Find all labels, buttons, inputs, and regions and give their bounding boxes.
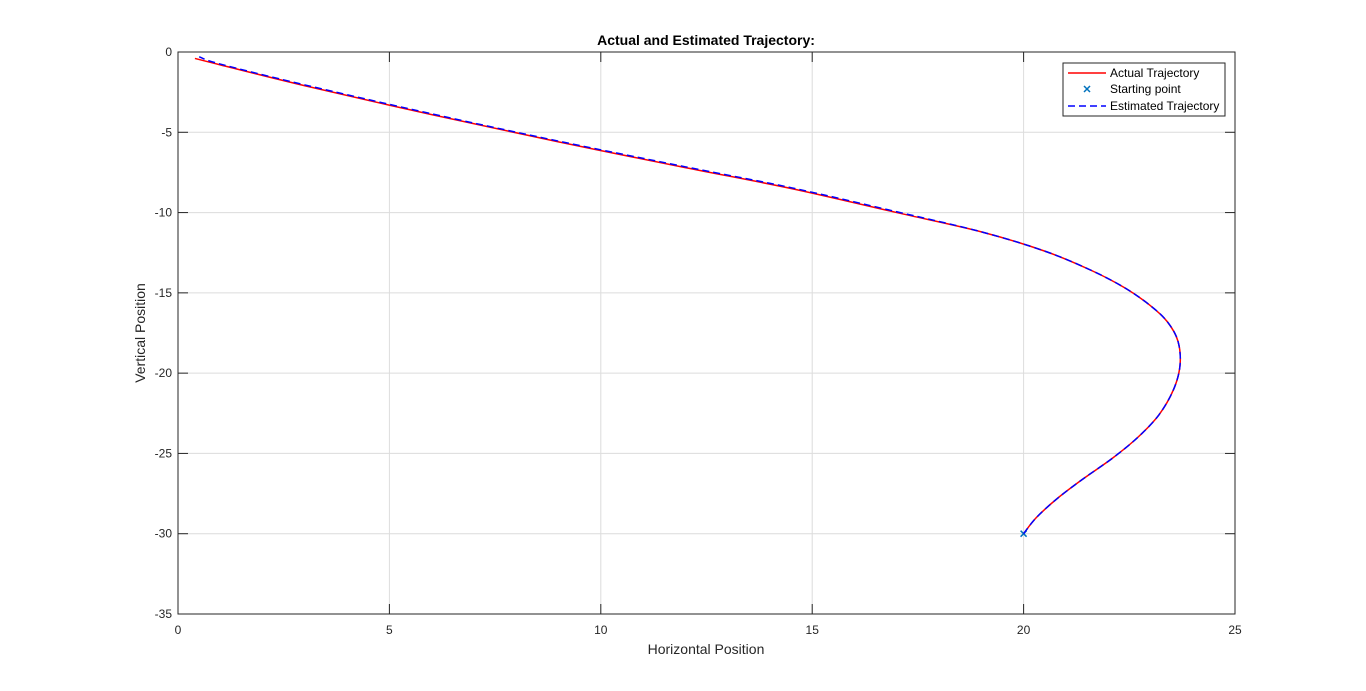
legend-entry-start: Starting point [1110, 82, 1181, 96]
plot-area-box [177, 51, 1236, 615]
axis-ticks: 0 5 10 15 20 25 0 -5 -10 -15 -20 -25 -30 -35 [155, 45, 1242, 637]
x-tick-label: 10 [594, 623, 608, 637]
y-tick-label: -25 [155, 446, 173, 460]
estimated-trajectory-line [198, 56, 1182, 535]
x-axis-label: Horizontal Position [648, 641, 765, 657]
y-tick-label: -35 [155, 607, 173, 621]
x-tick-label: 15 [806, 623, 820, 637]
y-axis-label: Vertical Position [132, 283, 148, 383]
x-tick-label: 5 [386, 623, 393, 637]
legend-entry-estimated: Estimated Trajectory [1110, 99, 1219, 113]
y-tick-label: -30 [155, 527, 173, 541]
legend-entry-actual: Actual Trajectory [1110, 66, 1199, 80]
y-tick-label: -10 [155, 206, 173, 220]
y-tick-label: -20 [155, 366, 173, 380]
x-tick-label: 20 [1017, 623, 1031, 637]
y-tick-label: -5 [161, 125, 172, 139]
y-tick-label: 0 [165, 45, 172, 59]
actual-trajectory-line [194, 57, 1182, 535]
series-lines [194, 56, 1182, 538]
legend[interactable]: Actual Trajectory Starting point Estimat… [1062, 62, 1226, 117]
chart-title: Actual and Estimated Trajectory: [597, 32, 815, 48]
grid [177, 51, 1236, 615]
x-tick-label: 0 [175, 623, 182, 637]
legend-swatch-start [1083, 85, 1091, 93]
x-tick-label: 25 [1228, 623, 1242, 637]
legend-box [1062, 62, 1226, 117]
y-tick-label: -15 [155, 286, 173, 300]
